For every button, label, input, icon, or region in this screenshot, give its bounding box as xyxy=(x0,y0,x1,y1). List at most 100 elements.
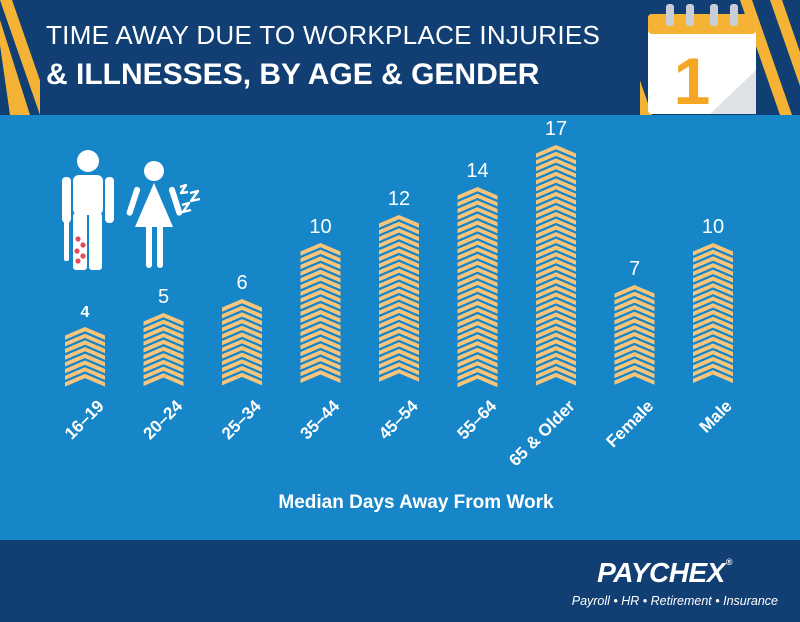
bar-chevron xyxy=(300,249,341,263)
bar-chevron xyxy=(379,328,419,342)
bar-chevron xyxy=(457,321,498,334)
bar-chevron xyxy=(379,302,419,315)
bar-55-64 xyxy=(457,187,498,388)
bar-chevron xyxy=(300,243,341,256)
bar-chevron xyxy=(457,307,498,321)
bar-chevron xyxy=(536,191,576,205)
bar-chevron xyxy=(693,370,733,383)
bar-chevron xyxy=(300,363,341,377)
bar-chevron xyxy=(65,340,105,354)
bar-chevron xyxy=(379,248,419,262)
bar-chevron xyxy=(614,358,655,372)
data-label: 7 xyxy=(629,258,640,280)
bar-chevron xyxy=(614,305,655,318)
bar-chevron xyxy=(614,291,655,305)
bar-chevron xyxy=(536,178,576,192)
bar-chevron xyxy=(300,330,341,343)
injured-man-icon xyxy=(62,150,114,270)
bar-chevron xyxy=(693,310,733,323)
chart: 4 16–19 5 20–24 6 25–34 10 35–44 12 45–54 14 55–64 1… xyxy=(61,118,736,470)
bar-chevron xyxy=(457,260,498,274)
bar-chevron xyxy=(300,370,341,383)
bar-chevron xyxy=(379,322,419,335)
title-line-2: & ILLNESSES, BY AGE & GENDER xyxy=(46,58,540,91)
bar-chevron xyxy=(143,373,184,386)
bar-chevron xyxy=(536,372,576,386)
bar-chevron xyxy=(379,268,419,282)
bar-chevron xyxy=(65,360,105,374)
woman-icon xyxy=(126,161,183,268)
bar-chevron xyxy=(614,372,655,385)
bar-chevron xyxy=(536,232,576,245)
bar-chevron xyxy=(65,367,105,380)
title-panel xyxy=(40,0,640,115)
bar-chevron xyxy=(379,349,419,362)
bar-chevron xyxy=(536,252,576,265)
bar-chevron xyxy=(536,346,576,359)
bar-chevron xyxy=(222,325,262,339)
bar-chevron xyxy=(300,256,341,270)
bar-chevron xyxy=(457,341,498,354)
bar-chevron xyxy=(693,243,733,256)
bar-female xyxy=(614,285,655,385)
bar-chevron xyxy=(614,318,655,332)
bar-chevron xyxy=(693,289,733,303)
bar-chevron xyxy=(693,256,733,270)
bar-chevron xyxy=(536,218,576,232)
bar-35-44 xyxy=(300,243,341,383)
bar-chevron xyxy=(693,363,733,377)
bar-chevron xyxy=(143,346,184,360)
bar-chevron xyxy=(65,333,105,347)
bar-chevron xyxy=(536,158,576,172)
footer: PAYCHEX® Payroll • HR • Retirement • Ins… xyxy=(0,540,800,622)
bar-chevron xyxy=(457,200,498,214)
data-label: 4 xyxy=(81,304,90,321)
bar-chevron xyxy=(143,326,184,340)
bar-chevron xyxy=(222,366,262,379)
bar-chevron xyxy=(379,235,419,248)
bar-chevron xyxy=(536,171,576,185)
bar-chevron xyxy=(379,342,419,355)
bar-chevron xyxy=(457,227,498,240)
bar-chevron xyxy=(614,298,655,312)
bar-chevron xyxy=(536,265,576,279)
bar-chevron xyxy=(379,295,419,309)
bar-chevron xyxy=(300,350,341,363)
bar-chevron xyxy=(457,287,498,301)
calendar-number: 1 xyxy=(674,44,711,115)
sleep-icon xyxy=(179,183,201,214)
bar-chevron xyxy=(300,323,341,337)
bar-chevron xyxy=(379,288,419,302)
data-label: 6 xyxy=(236,272,247,294)
bar-chevron xyxy=(457,294,498,307)
bar-16-19 xyxy=(65,327,105,387)
bar-chevron xyxy=(457,361,498,374)
bar-25-34 xyxy=(222,299,262,386)
category-label: 20–24 xyxy=(139,396,186,443)
bar-chevron xyxy=(457,187,498,200)
bar-chevron xyxy=(457,367,498,381)
bar-chevron xyxy=(222,332,262,346)
bar-chevron xyxy=(614,311,655,325)
bar-chevron xyxy=(379,228,419,242)
bar-chevron xyxy=(536,366,576,379)
bar-chevron xyxy=(693,263,733,276)
bar-chevron xyxy=(457,240,498,254)
bar-chevron xyxy=(536,285,576,299)
bar-chevron xyxy=(693,283,733,296)
bar-45-54 xyxy=(379,215,419,382)
bar-chevron xyxy=(222,319,262,332)
bar-chevron xyxy=(143,333,184,346)
bar-chevron xyxy=(300,283,341,296)
bar-chevron xyxy=(222,352,262,366)
bar-chevron xyxy=(693,356,733,370)
bar-chevron xyxy=(536,359,576,373)
bar-male xyxy=(693,243,733,383)
bar-chevron xyxy=(457,274,498,287)
bar-chevron xyxy=(536,325,576,339)
bar-chevron xyxy=(457,213,498,227)
bar-chevron xyxy=(222,339,262,352)
bar-chevron xyxy=(143,319,184,333)
bar-chevron xyxy=(300,343,341,357)
data-label: 10 xyxy=(309,216,331,238)
